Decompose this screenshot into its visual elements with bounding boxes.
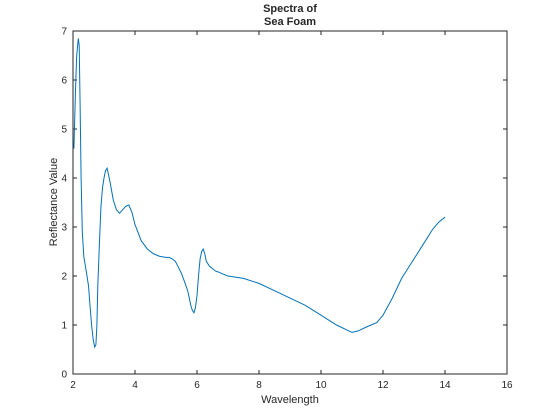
- x-tick-label: 6: [194, 380, 200, 391]
- x-tick-label: 16: [501, 380, 513, 391]
- plot-area-frame: [72, 30, 508, 375]
- x-tick-label: 12: [377, 380, 389, 391]
- chart-title-line-1: Spectra of: [263, 3, 317, 15]
- x-tick-label: 14: [439, 380, 451, 391]
- y-tick-label: 0: [61, 370, 67, 381]
- x-tick-label: 2: [70, 380, 76, 391]
- y-tick-label: 7: [61, 27, 67, 38]
- x-tick-label: 4: [132, 380, 138, 391]
- y-tick-label: 2: [61, 272, 67, 283]
- x-axis-label: Wavelength: [261, 394, 319, 406]
- y-tick-label: 6: [61, 76, 67, 87]
- y-tick-label: 5: [61, 125, 67, 136]
- series-line: [73, 38, 446, 349]
- y-axis-label: Reflectance Value: [48, 158, 60, 246]
- x-tick-label: 10: [315, 380, 327, 391]
- y-tick-label: 1: [61, 321, 67, 332]
- chart-title-line-2: Sea Foam: [264, 16, 316, 28]
- y-tick-label: 3: [61, 223, 67, 234]
- x-tick-label: 8: [256, 380, 262, 391]
- y-tick-label: 4: [61, 174, 67, 185]
